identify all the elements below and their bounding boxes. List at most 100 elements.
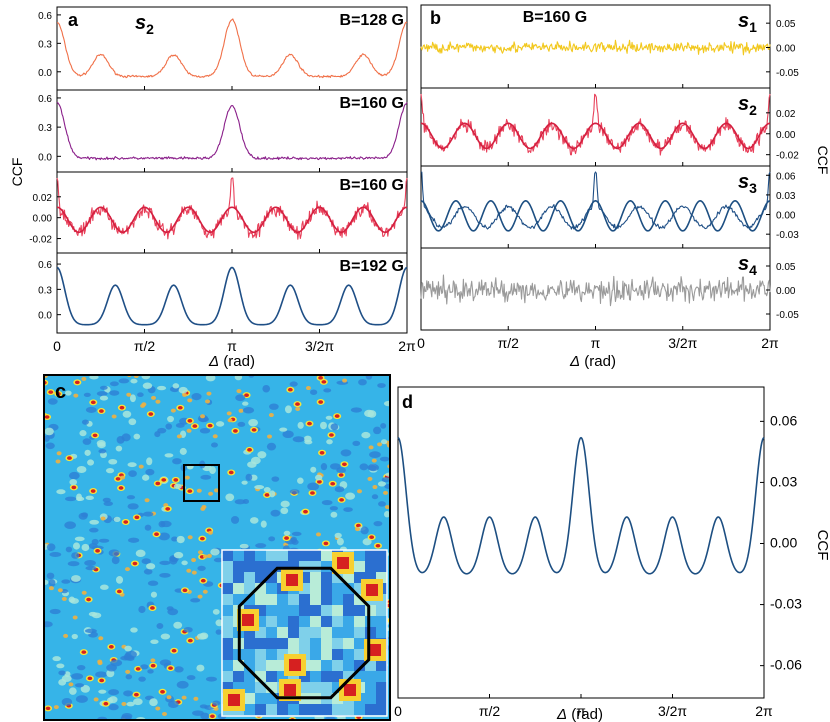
inset-pixel	[255, 627, 266, 638]
subscript: 2	[146, 21, 154, 37]
inset-pixel	[354, 660, 365, 671]
inset-pixel	[376, 561, 387, 572]
inset-pixel	[266, 682, 277, 693]
y-tick-label: -0.03	[776, 230, 799, 241]
heatmap-spot	[81, 419, 89, 425]
inset-pixel	[332, 627, 343, 638]
panel-a: 0.0 0.3 0.6 B=128 G 0.0 0.3 0.6 B=160 G -0.02 0.0…	[9, 6, 416, 354]
inset-pixel	[222, 616, 233, 627]
heatmap-spot	[82, 438, 92, 445]
heatmap-spot	[162, 711, 168, 716]
inset-pixel	[244, 550, 255, 561]
series-line	[56, 266, 408, 326]
series-line	[56, 206, 408, 234]
heatmap-spot	[241, 480, 248, 485]
inset-pixel	[244, 671, 255, 682]
heatmap-spot	[99, 409, 104, 413]
heatmap-spot	[154, 532, 159, 537]
heatmap-spot	[187, 489, 193, 493]
zoom-box	[183, 464, 220, 502]
heatmap-spot	[292, 436, 305, 443]
heatmap-spot	[352, 440, 361, 446]
heatmap-spot	[255, 543, 267, 549]
y-tick-label: 0.05	[776, 19, 796, 30]
heatmap-spot	[334, 486, 345, 493]
x-tick-label: 0	[417, 335, 425, 351]
series-symbol-label: s4	[738, 253, 757, 278]
heatmap-spot	[106, 669, 115, 678]
heatmap-spot	[208, 491, 214, 496]
heatmap-spot	[164, 453, 174, 458]
heatmap-spot	[74, 536, 85, 542]
heatmap-spot	[69, 479, 78, 486]
heatmap-spot	[361, 431, 371, 439]
heatmap-spot	[254, 485, 265, 490]
heatmap-spot	[150, 639, 159, 645]
inset-pixel	[354, 671, 365, 682]
inset-pixel	[255, 605, 266, 616]
heatmap-spot	[267, 434, 273, 439]
heatmap-spot	[282, 430, 294, 439]
heatmap-spot	[45, 442, 55, 450]
heatmap-spot	[168, 666, 173, 670]
heatmap-spot	[329, 506, 339, 511]
heatmap-spot	[96, 391, 108, 397]
field-label: B=160 G	[523, 9, 587, 26]
heatmap-spot	[173, 621, 183, 629]
heatmap-spot	[321, 499, 333, 506]
heatmap-spot	[130, 378, 138, 384]
heatmap-spot	[264, 493, 270, 497]
heatmap-spot	[141, 375, 151, 380]
inset-pixel	[376, 550, 387, 561]
panel-label: d	[402, 392, 413, 412]
x-tick-label: 2π	[761, 335, 779, 351]
y-tick-label: 0.03	[776, 191, 796, 202]
heatmap-spot	[124, 653, 131, 661]
symbol: s	[738, 10, 749, 32]
heatmap-spot	[173, 483, 182, 490]
inset-pixel	[321, 605, 332, 616]
heatmap-spot	[315, 532, 321, 537]
heatmap-spot	[67, 561, 80, 567]
inset-pixel	[244, 594, 255, 605]
x-tick-label: 2π	[755, 703, 773, 719]
heatmap-spot	[161, 478, 167, 482]
heatmap-spot	[100, 516, 106, 521]
y-tick-label: -0.03	[770, 596, 802, 612]
y-tick-label: 0.05	[776, 262, 796, 273]
y-tick-label: -0.06	[770, 657, 802, 673]
heatmap-spot	[284, 405, 292, 414]
inset-pixel	[365, 693, 376, 704]
panel-a-subplot: -0.02 0.00 0.02 B=160 G	[29, 171, 408, 254]
heatmap-spot	[373, 521, 383, 527]
heatmap-spot	[108, 696, 118, 704]
heatmap-spot	[108, 458, 118, 465]
inset-pixel	[321, 583, 332, 594]
symbol: s	[738, 253, 749, 275]
x-tick-label: 0	[53, 338, 61, 354]
heatmap-spot	[143, 568, 153, 575]
inset-pixel	[288, 627, 299, 638]
inset-pixel	[277, 704, 288, 715]
heatmap-spot	[171, 536, 179, 542]
inset-pixel	[310, 660, 321, 671]
heatmap-spot	[70, 575, 81, 582]
inset-pixel	[354, 627, 365, 638]
heatmap-spot	[330, 481, 336, 486]
heatmap-spot	[205, 676, 217, 682]
heatmap-spot	[186, 428, 192, 433]
heatmap-spot	[71, 633, 78, 640]
heatmap-spot	[68, 682, 74, 687]
y-tick-label: 0.0	[38, 311, 52, 322]
heatmap-spot	[350, 407, 363, 413]
heatmap-spot	[63, 633, 69, 638]
symbol: s	[738, 171, 749, 193]
inset-hot	[289, 659, 301, 671]
panel-b-subplot: -0.03 0.00 0.03 0.06 s3	[420, 165, 799, 249]
heatmap-spot	[237, 421, 246, 427]
heatmap-spot	[251, 428, 257, 432]
heatmap-spot	[262, 384, 271, 393]
heatmap-spot	[200, 712, 210, 720]
heatmap-spot	[158, 520, 166, 528]
inset-pixel	[244, 561, 255, 572]
